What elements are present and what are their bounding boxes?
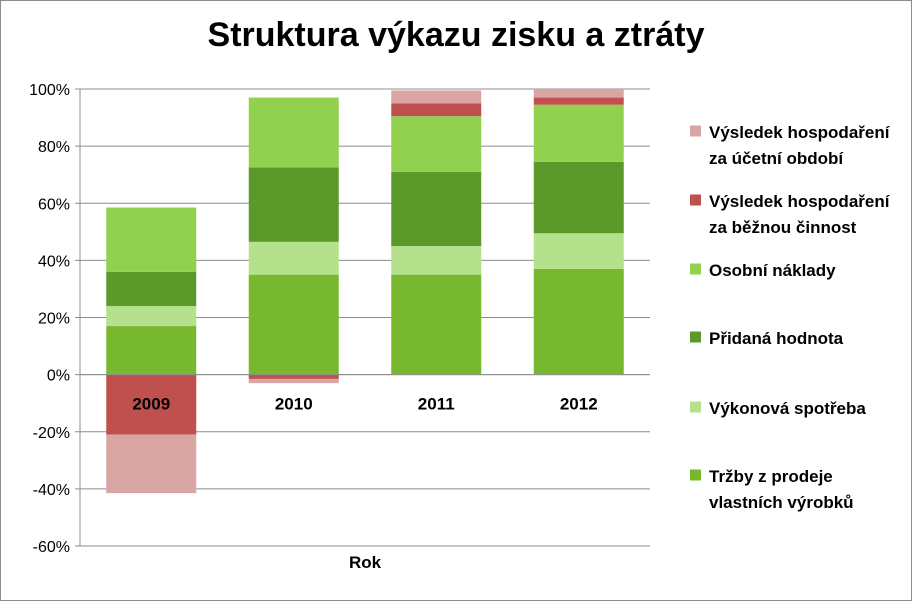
y-tick-label: 80% xyxy=(38,139,70,156)
legend: Výsledek hospodaření za účetní období Výsl… xyxy=(690,123,891,512)
bar-segment xyxy=(248,241,339,275)
legend-swatch xyxy=(690,401,701,413)
bar-segment xyxy=(106,271,197,307)
chart-title: Struktura výkazu zisku a ztráty xyxy=(207,16,705,54)
bar-segment xyxy=(533,97,624,105)
legend-label: Osobní náklady xyxy=(709,261,836,280)
category-labels: 2009 2010 2011 2012 xyxy=(132,395,597,414)
bar-segment xyxy=(391,116,482,172)
bar-segment xyxy=(106,374,197,435)
category-label: 2011 xyxy=(418,395,455,414)
bar-layer xyxy=(106,89,624,494)
axes xyxy=(75,88,650,547)
legend-swatch xyxy=(690,331,701,343)
bar-segment xyxy=(391,274,482,375)
bar-segment xyxy=(391,246,482,275)
bar-segment xyxy=(106,326,197,375)
category-label: 2012 xyxy=(560,395,598,414)
legend-label: Výsledek hospodaření za běžnou činnost xyxy=(709,192,891,237)
y-tick-label: -40% xyxy=(33,482,70,499)
bar-segment xyxy=(248,167,339,242)
y-tick-label: 0% xyxy=(47,368,70,385)
bar-segment xyxy=(106,207,197,272)
bar-segment xyxy=(248,374,339,379)
legend-label: Přidaná hodnota xyxy=(709,329,844,348)
y-tick-labels: 100% 80% 60% 40% 20% 0% -20% -40% -60% xyxy=(29,82,70,556)
legend-swatch xyxy=(690,263,701,275)
bar-segment xyxy=(248,274,339,375)
y-tick-label: 40% xyxy=(38,253,70,270)
legend-label: Výsledek hospodaření za účetní období xyxy=(709,123,891,168)
legend-swatch xyxy=(690,194,701,206)
legend-label: Výkonová spotřeba xyxy=(709,399,866,418)
bar-segment xyxy=(533,268,624,375)
category-label: 2009 xyxy=(132,395,170,414)
bar-segment xyxy=(391,103,482,117)
bar-segment xyxy=(533,161,624,234)
bar-segment xyxy=(391,90,482,104)
legend-swatch xyxy=(690,125,701,137)
bar-segment xyxy=(248,378,339,384)
bar-segment xyxy=(533,89,624,98)
bar-segment xyxy=(533,104,624,162)
y-tick-label: 20% xyxy=(38,311,70,328)
y-tick-label: 100% xyxy=(29,82,70,99)
category-label: 2010 xyxy=(275,395,313,414)
legend-swatch xyxy=(690,469,701,481)
bar-segment xyxy=(533,233,624,269)
y-tick-label: -60% xyxy=(33,539,70,556)
legend-label: Tržby z prodeje vlastních výrobků xyxy=(709,467,854,512)
bar-segment xyxy=(106,434,197,494)
bar-segment xyxy=(106,306,197,327)
bar-segment xyxy=(391,171,482,247)
y-tick-label: -20% xyxy=(33,425,70,442)
y-tick-label: 60% xyxy=(38,196,70,213)
x-axis-title: Rok xyxy=(349,553,382,572)
bar-segment xyxy=(248,97,339,168)
